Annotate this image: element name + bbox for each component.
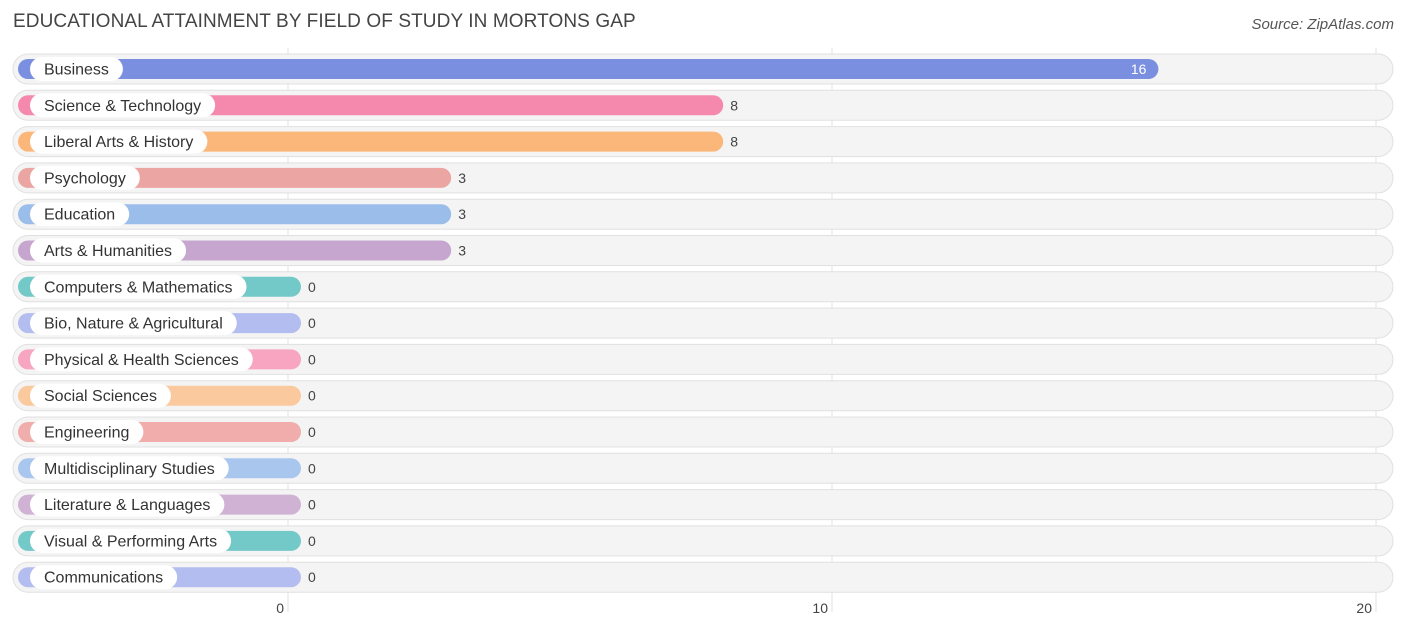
bar-row: Education 3 — [12, 198, 1394, 230]
category-label: Education — [44, 207, 115, 224]
category-label-pill — [30, 492, 225, 517]
bar-track — [12, 343, 1394, 375]
category-label-pill — [30, 93, 216, 118]
category-label: Business — [44, 62, 109, 79]
category-label: Engineering — [44, 425, 129, 442]
category-label: Science & Technology — [44, 98, 201, 115]
value-label: 16 — [1131, 61, 1147, 77]
category-label: Multidisciplinary Studies — [44, 461, 215, 478]
category-label: Communications — [44, 570, 163, 587]
category-label-pill — [30, 165, 140, 190]
x-axis-ticks: 0 10 20 — [276, 600, 1372, 616]
bar-track — [12, 489, 1394, 521]
x-tick-label: 10 — [812, 600, 828, 616]
value-label: 0 — [308, 424, 316, 440]
bar-row: Visual & Performing Arts 0 — [12, 525, 1394, 557]
category-label: Literature & Languages — [44, 497, 210, 514]
bar-row: Liberal Arts & History 8 — [12, 126, 1394, 158]
category-label: Physical & Health Sciences — [44, 352, 239, 369]
category-label-pill — [30, 274, 247, 299]
bar-row: Multidisciplinary Studies 0 — [12, 452, 1394, 484]
category-label-pill — [30, 347, 253, 372]
chart-title: EDUCATIONAL ATTAINMENT BY FIELD OF STUDY… — [13, 11, 636, 32]
category-label-pill — [30, 528, 232, 553]
bar-row: Arts & Humanities 3 — [12, 235, 1394, 266]
category-label-pill — [30, 311, 237, 336]
category-label-pill — [30, 202, 130, 227]
bar-track — [12, 271, 1394, 303]
category-label: Social Sciences — [44, 388, 157, 405]
bar-row: Literature & Languages 0 — [12, 489, 1394, 521]
value-label: 0 — [308, 569, 316, 585]
bar-track — [12, 416, 1394, 448]
value-label: 8 — [730, 134, 738, 150]
bar-row: Engineering 0 — [12, 416, 1394, 448]
bar-track — [12, 525, 1394, 557]
bar — [18, 59, 1159, 79]
value-label: 0 — [308, 388, 316, 404]
category-label: Visual & Performing Arts — [44, 533, 217, 550]
category-label-pill — [30, 456, 229, 481]
bar-row: Business 16 — [12, 53, 1394, 85]
value-label: 8 — [730, 97, 738, 113]
category-label-pill — [30, 57, 123, 81]
category-label: Computers & Mathematics — [44, 279, 233, 296]
category-label: Arts & Humanities — [44, 243, 172, 260]
bar-row: Social Sciences 0 — [12, 380, 1394, 412]
bar-row: Communications 0 — [12, 561, 1394, 593]
category-label: Bio, Nature & Agricultural — [44, 316, 223, 333]
category-label-pill — [30, 129, 208, 154]
category-label-pill — [30, 420, 144, 444]
value-label: 3 — [458, 243, 466, 259]
value-label: 3 — [458, 170, 466, 186]
value-label: 3 — [458, 206, 466, 222]
category-label: Psychology — [44, 170, 126, 187]
bar-row: Science & Technology 8 — [12, 89, 1394, 121]
bar-track — [12, 561, 1394, 593]
value-label: 0 — [308, 497, 316, 513]
category-label: Liberal Arts & History — [44, 134, 193, 151]
value-label: 0 — [308, 351, 316, 367]
value-label: 0 — [308, 279, 316, 295]
category-label-pill — [30, 383, 171, 408]
value-label: 0 — [308, 533, 316, 549]
source-label: Source: ZipAtlas.com — [1251, 16, 1394, 33]
bar-row: Bio, Nature & Agricultural 0 — [12, 307, 1394, 339]
category-label-pill — [30, 565, 178, 590]
value-label: 0 — [308, 315, 316, 331]
bar-row: Physical & Health Sciences 0 — [12, 343, 1394, 375]
value-label: 0 — [308, 460, 316, 476]
x-tick-label: 0 — [276, 600, 284, 616]
bar-track — [12, 380, 1394, 412]
bar-track — [12, 307, 1394, 339]
bar-track — [12, 452, 1394, 484]
x-tick-label: 20 — [1356, 600, 1372, 616]
bar-row: Psychology 3 — [12, 162, 1394, 194]
bar-row: Computers & Mathematics 0 — [12, 271, 1394, 303]
category-label-pill — [30, 238, 187, 263]
